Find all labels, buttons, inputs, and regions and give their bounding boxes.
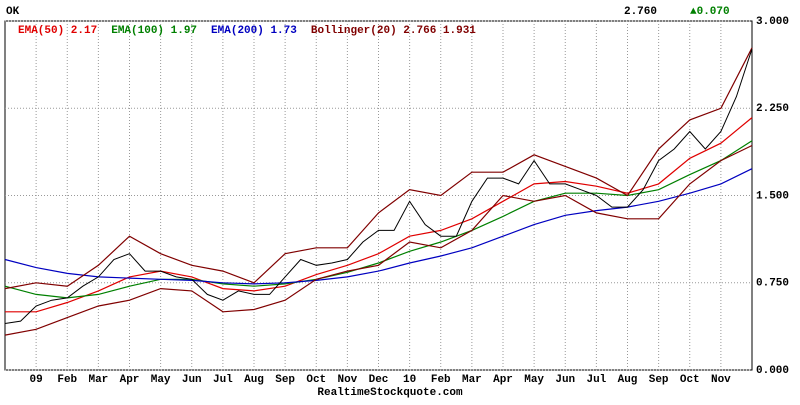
price-line — [4, 48, 753, 324]
x-tick-label: Feb — [57, 374, 77, 386]
y-tick-label: 2.250 — [756, 103, 789, 115]
x-tick-label: Nov — [337, 374, 357, 386]
y-tick-label: 0.000 — [756, 365, 789, 377]
legend-entry: EMA(50) 2.17 — [18, 25, 97, 37]
x-tick-label: Sep — [649, 374, 669, 386]
change: ▲0.070 — [690, 6, 730, 18]
legend-entry: Bollinger(20) 2.766 1.931 — [311, 25, 476, 37]
legend-entry: EMA(200) 1.73 — [211, 25, 297, 37]
x-tick-label: Jun — [555, 374, 575, 386]
ticker: OK — [6, 6, 20, 18]
series-line — [4, 47, 753, 290]
x-tick-label: Mar — [88, 374, 108, 386]
x-tick-label: 10 — [403, 374, 416, 386]
x-tick-label: Jun — [182, 374, 202, 386]
last-price: 2.760 — [624, 6, 657, 18]
x-tick-label: Apr — [120, 374, 140, 386]
x-tick-label: Aug — [244, 374, 264, 386]
x-tick-label: Feb — [431, 374, 451, 386]
legend-entry: EMA(100) 1.97 — [111, 25, 197, 37]
x-tick-label: Oct — [680, 374, 700, 386]
y-tick-label: 3.000 — [756, 16, 789, 28]
x-tick-label: Jul — [213, 374, 233, 386]
x-tick-label: May — [151, 374, 171, 386]
y-tick-label: 0.750 — [756, 278, 789, 290]
band-lower — [4, 144, 753, 336]
y-tick-label: 1.500 — [756, 190, 789, 202]
x-tick-label: Apr — [493, 374, 513, 386]
x-tick-label: Oct — [306, 374, 326, 386]
x-tick-label: Dec — [369, 374, 389, 386]
x-tick-label: Sep — [275, 374, 295, 386]
x-tick-label: Aug — [618, 374, 638, 386]
x-tick-label: May — [524, 374, 544, 386]
series-line — [5, 117, 753, 313]
x-tick-label: Nov — [711, 374, 731, 386]
x-tick-label: Jul — [586, 374, 606, 386]
x-tick-label: 09 — [30, 374, 43, 386]
x-tick-label: Mar — [462, 374, 482, 386]
footer: RealtimeStockquote.com — [317, 387, 463, 399]
